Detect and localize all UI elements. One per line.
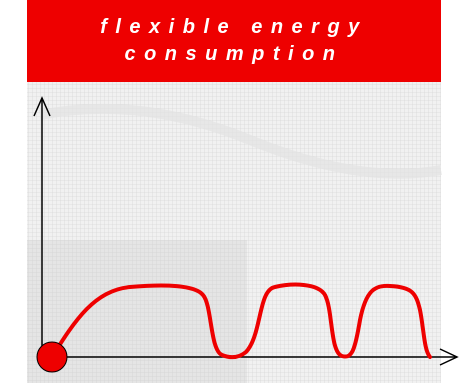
x-axis-arrow [439,348,459,366]
header-banner: flexible energy consumption [27,0,441,82]
background-road [39,103,442,179]
y-axis-arrow [33,96,51,117]
consumption-curve [50,282,432,360]
header-title: flexible energy consumption [100,16,368,65]
origin-dot [36,341,68,373]
